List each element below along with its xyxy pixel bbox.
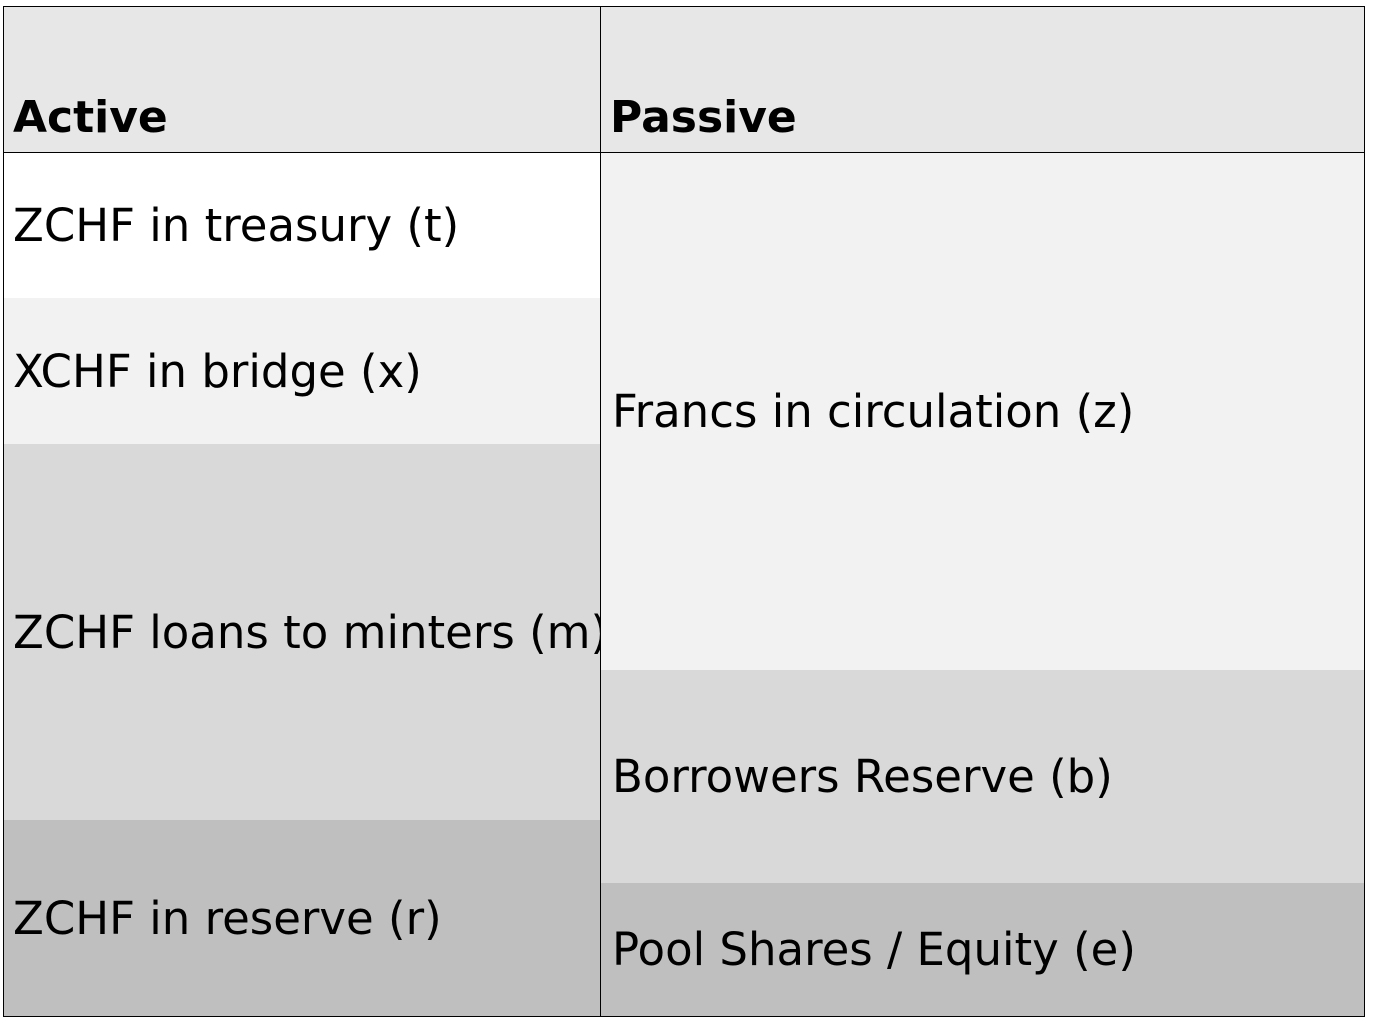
column-divider [600, 6, 601, 1017]
passive-cell-equity: Pool Shares / Equity (e) [601, 883, 1364, 1016]
header-active: Active [4, 7, 600, 152]
header-passive-label: Passive [610, 92, 797, 143]
active-cell-bridge: XCHF in bridge (x) [4, 298, 600, 444]
header-passive: Passive [601, 7, 1364, 152]
header-divider [3, 152, 1365, 153]
passive-cell-borrowers-reserve: Borrowers Reserve (b) [601, 670, 1364, 883]
passive-label-equity: Pool Shares / Equity (e) [612, 923, 1136, 976]
active-cell-reserve: ZCHF in reserve (r) [4, 820, 600, 1016]
passive-label-circulation: Francs in circulation (z) [612, 385, 1135, 438]
passive-cell-circulation: Francs in circulation (z) [601, 153, 1364, 670]
passive-label-borrowers-reserve: Borrowers Reserve (b) [612, 750, 1113, 803]
balance-sheet-table [3, 6, 1365, 1017]
active-label-treasury: ZCHF in treasury (t) [13, 199, 460, 252]
active-label-bridge: XCHF in bridge (x) [13, 344, 422, 398]
active-label-loans: ZCHF loans to minters (m) [13, 605, 609, 659]
active-cell-treasury: ZCHF in treasury (t) [4, 153, 600, 298]
active-label-reserve: ZCHF in reserve (r) [13, 891, 442, 945]
active-cell-loans: ZCHF loans to minters (m) [4, 444, 608, 820]
header-active-label: Active [13, 92, 168, 143]
